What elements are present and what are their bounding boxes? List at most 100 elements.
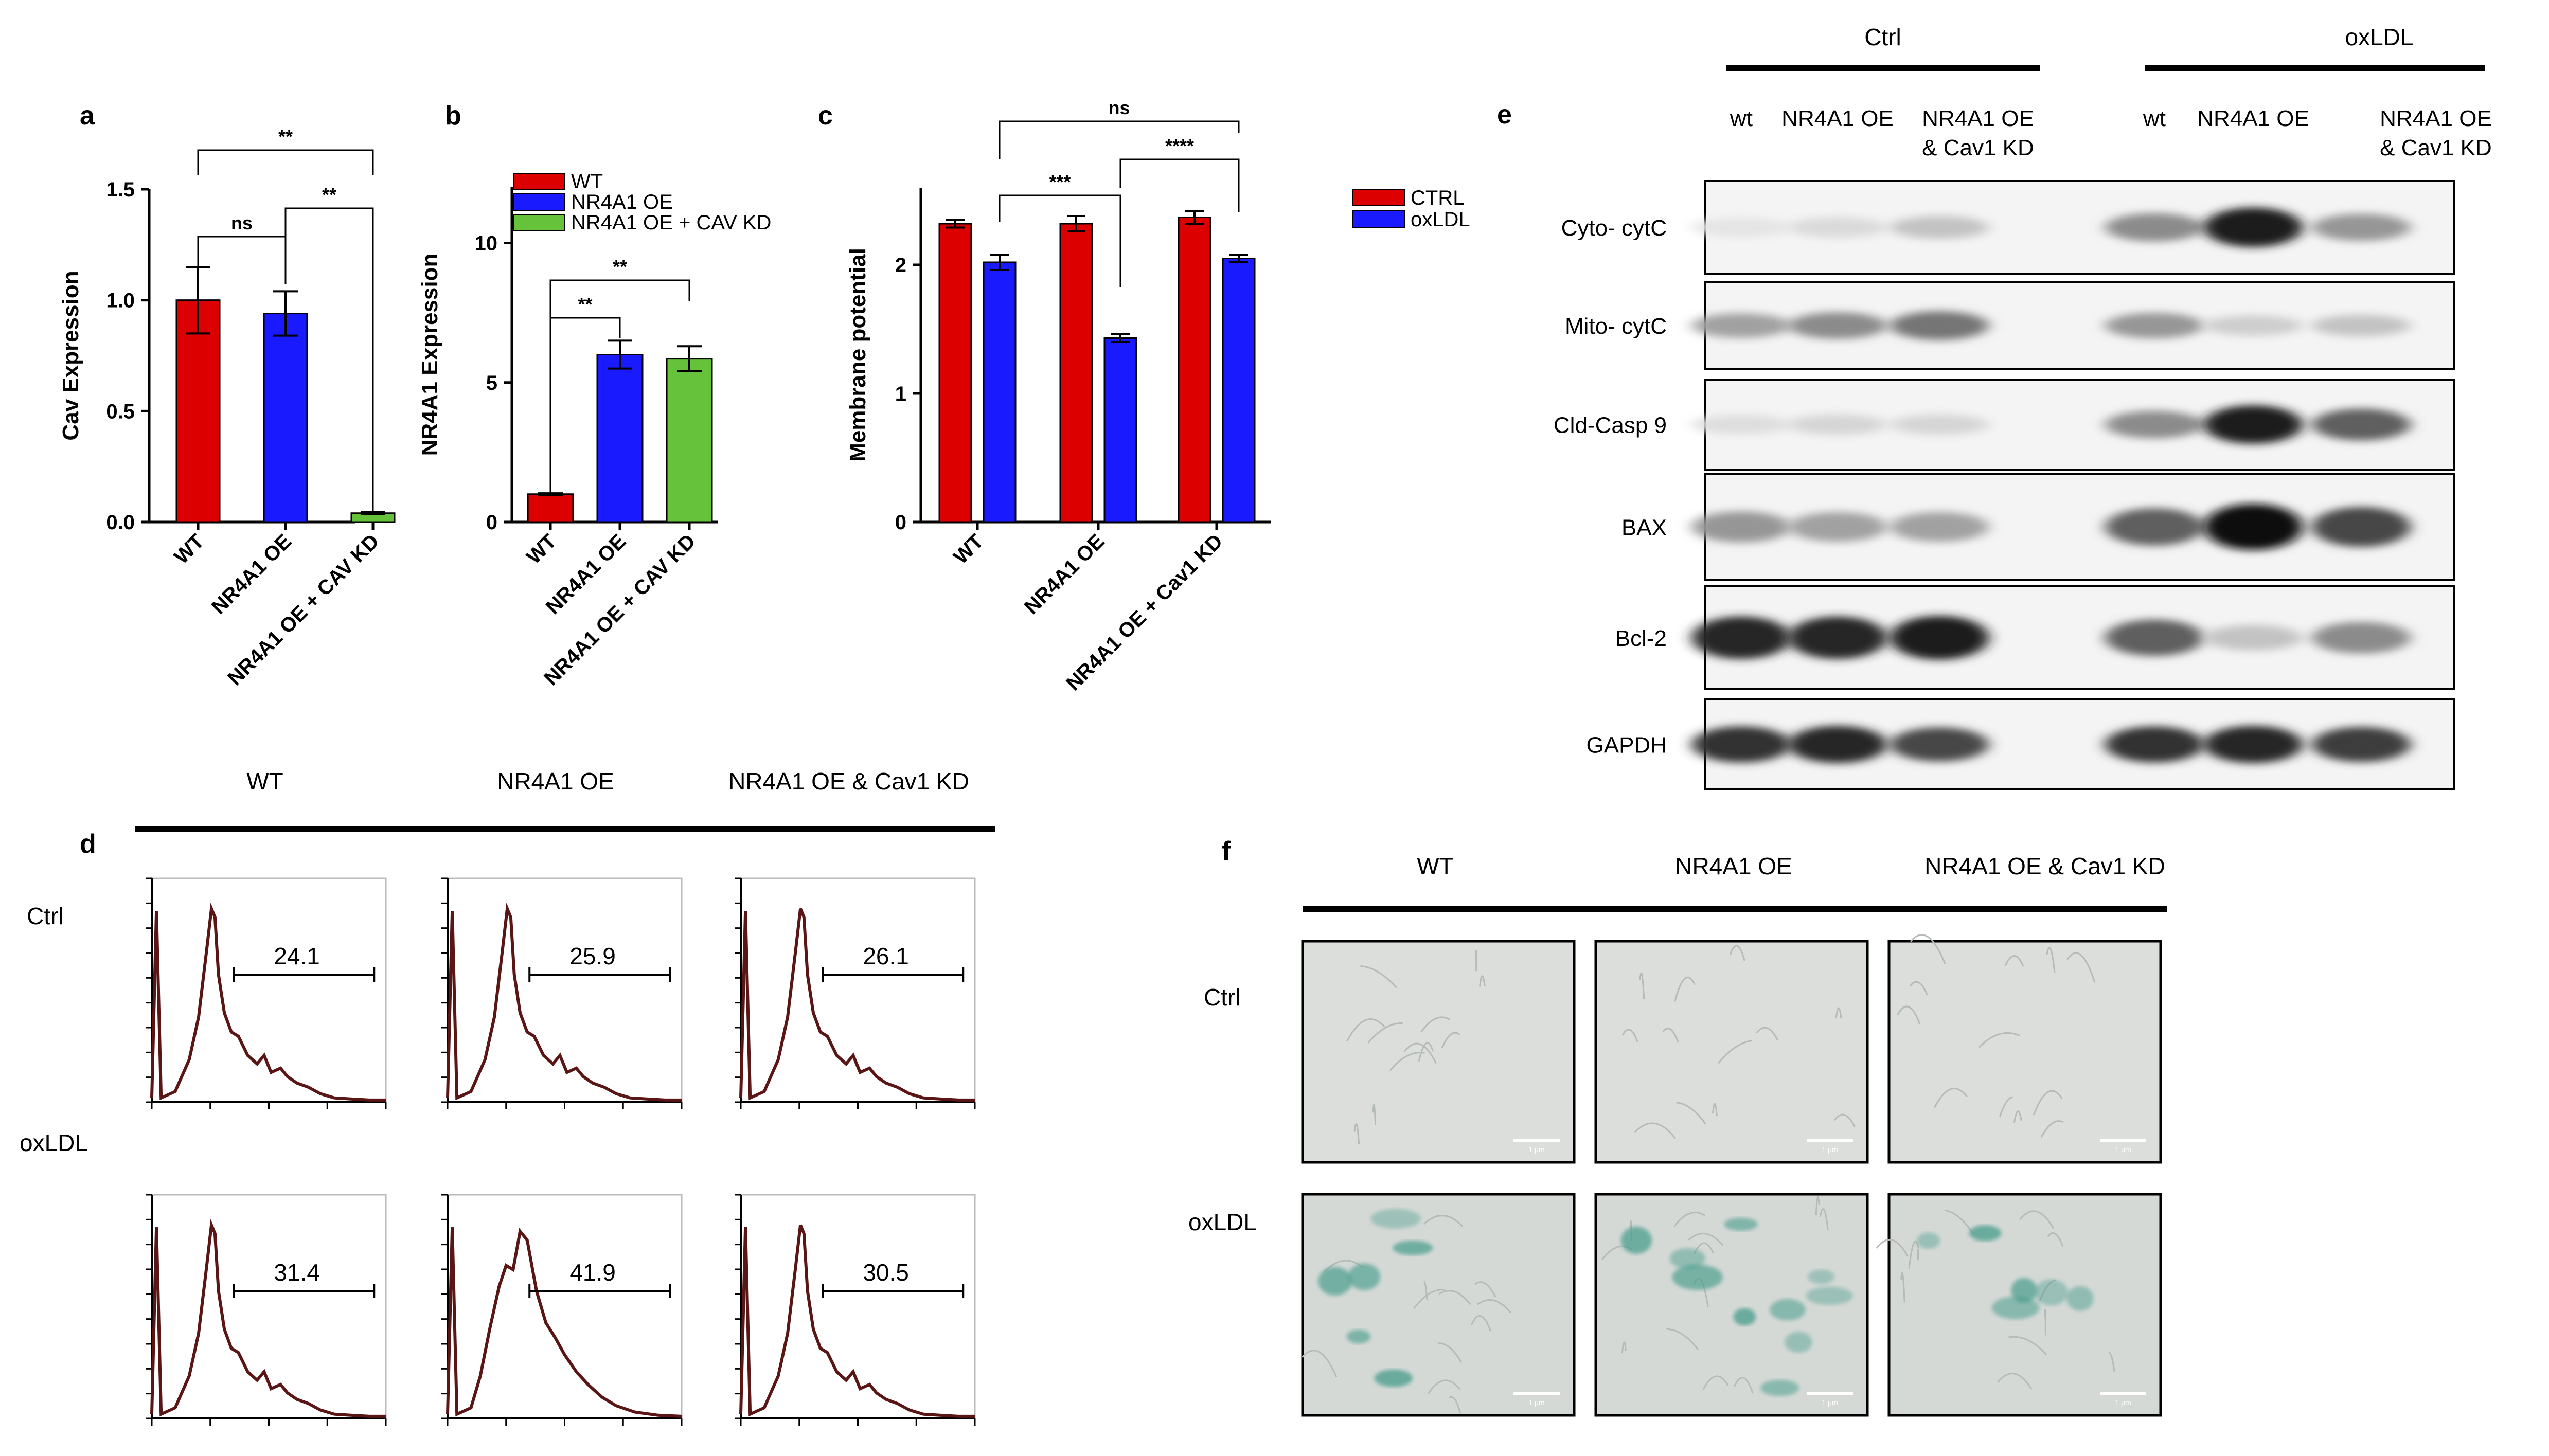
- cell-outline: [1688, 1233, 1724, 1246]
- blot-band: [2311, 314, 2411, 337]
- cell-outline: [1353, 1123, 1360, 1144]
- flow-histogram-curve: [739, 1224, 975, 1418]
- blot-band: [2203, 315, 2303, 336]
- flow-gate-value: 30.5: [863, 1259, 909, 1286]
- senescence-stain-spot: [1760, 1379, 1799, 1396]
- blot-band: [1890, 215, 1989, 239]
- blot-band: [2105, 726, 2204, 763]
- senescence-stain-spot: [1770, 1299, 1806, 1321]
- panel-letter-b: b: [445, 101, 461, 131]
- blot-band: [1890, 311, 1989, 340]
- micrograph: [1887, 940, 2162, 1164]
- flow-gate: [822, 1284, 965, 1299]
- flow-gate-value: 24.1: [274, 943, 320, 969]
- cell-outline: [1910, 934, 1946, 964]
- cell-outline: [2004, 955, 2024, 967]
- cell-outline: [1662, 1028, 1679, 1043]
- cell-outline: [1428, 1379, 1461, 1394]
- cell-outline: [1978, 1032, 2020, 1048]
- flow-gate: [233, 967, 376, 982]
- a-x-tick-label: WT: [170, 530, 208, 568]
- b-significance-label: **: [613, 256, 627, 277]
- panel-e-western-blot: Ctrl oxLDL wt NR4A1 OE NR4A1 OE& Cav1 KDwt…: [1554, 24, 2492, 790]
- flow-histogram-curve: [446, 1227, 682, 1418]
- b-significance-bracket: [549, 279, 690, 318]
- flow-gate: [528, 967, 671, 982]
- c-significance-label: ***: [1049, 171, 1071, 192]
- cell-outline: [1403, 1042, 1437, 1064]
- blot-rows: Cyto- cytC Mito- cytC Cld-Casp 9 BAX Bcl-2 GA…: [1554, 180, 2455, 790]
- cell-outline: [1302, 1350, 1338, 1378]
- c-ytick-label: 2: [895, 254, 906, 277]
- cell-outline: [1437, 1342, 1463, 1363]
- blot-band: [2203, 625, 2303, 651]
- c-bar-oxldl: [983, 261, 1017, 523]
- cell-outline: [2046, 947, 2056, 974]
- flow-row-label-oxldl: oxLDL: [20, 1129, 88, 1156]
- panel-letter-a: a: [80, 101, 95, 131]
- b-y-axis-label: NR4A1 Expression: [417, 254, 442, 456]
- blot-lane-label: NR4A1 OE: [2197, 106, 2309, 131]
- cell-outline: [1634, 1122, 1677, 1139]
- cell-outline: [1997, 1373, 2033, 1390]
- blot-row-label: Cld-Casp 9: [1554, 413, 1667, 438]
- blot-band: [1788, 726, 1887, 763]
- c-significance-label: ns: [1108, 97, 1130, 118]
- cell-outline: [2040, 1120, 2064, 1138]
- a-significance-bracket: [284, 207, 374, 512]
- blot-band: [2311, 507, 2411, 547]
- c-ytick-label: 0: [895, 511, 906, 534]
- cell-outline: [1944, 1209, 1974, 1234]
- b-ytick-label: 0: [486, 511, 497, 534]
- senescence-stain-spot: [1370, 1209, 1421, 1229]
- blot-band: [2105, 619, 2204, 656]
- cell-outline: [1471, 1315, 1491, 1332]
- blot-band: [2203, 504, 2303, 550]
- cell-outline: [2033, 1090, 2063, 1115]
- scale-bar-label: 1 μm: [1822, 1398, 1838, 1407]
- a-ytick-label: 1.5: [106, 178, 135, 201]
- flow-col-header-wt: WT: [246, 768, 283, 795]
- senescence-stain-spot: [1969, 1225, 2002, 1242]
- a-significance-label: **: [322, 184, 336, 205]
- panel-letter-d: d: [80, 829, 96, 859]
- blot-band: [1691, 616, 1791, 659]
- cell-outline: [1734, 1377, 1754, 1394]
- panel-letter-c: c: [818, 101, 833, 131]
- senescence-stain-spot: [1348, 1263, 1381, 1290]
- b-significance-bracket: [549, 317, 621, 496]
- c-bar-ctrl: [1178, 217, 1211, 523]
- micro-row-label-oxldl: oxLDL: [1188, 1209, 1257, 1235]
- micro-col-header-wt: WT: [1417, 853, 1454, 879]
- blot-row-label: Mito- cytC: [1565, 314, 1667, 339]
- cell-outline: [1934, 1088, 1968, 1108]
- cell-outline: [1712, 1103, 1718, 1117]
- b-ytick-label: 5: [486, 372, 497, 394]
- blot-band: [1691, 415, 1791, 435]
- cell-outline: [1897, 1005, 1921, 1025]
- b-bar: [596, 354, 644, 523]
- b-bar: [666, 358, 713, 523]
- blot-band: [1788, 414, 1887, 435]
- blot-band: [2203, 207, 2303, 247]
- flow-col-header-cav1-kd: NR4A1 OE & Cav1 KD: [728, 768, 969, 795]
- flow-plot-frame: [447, 1194, 683, 1419]
- c-bar-ctrl: [1059, 223, 1093, 523]
- cell-outline: [1413, 1289, 1446, 1309]
- legend-c: CTRL oxLDL: [1352, 187, 1470, 231]
- senescence-stain-spot: [1724, 1217, 1758, 1231]
- c-significance-label: ****: [1165, 135, 1194, 156]
- legend-label-ctrl: CTRL: [1411, 187, 1464, 209]
- micro-images: 1 μm 1 μm 1 μm 1 μm 1 μm 1 μm: [1301, 934, 2162, 1417]
- blot-row-label: Bcl-2: [1615, 626, 1667, 651]
- cell-outline: [1674, 977, 1696, 1002]
- micrograph: [1594, 940, 1869, 1164]
- cell-outline: [1702, 1375, 1729, 1390]
- senescence-stain-spot: [2066, 1286, 2094, 1311]
- cell-outline: [1673, 1211, 1706, 1227]
- blot-band: [2311, 408, 2411, 441]
- c-bar-ctrl: [938, 223, 972, 523]
- legend-swatch-nr4a1-oe: [513, 193, 565, 211]
- blot-band: [1691, 511, 1791, 543]
